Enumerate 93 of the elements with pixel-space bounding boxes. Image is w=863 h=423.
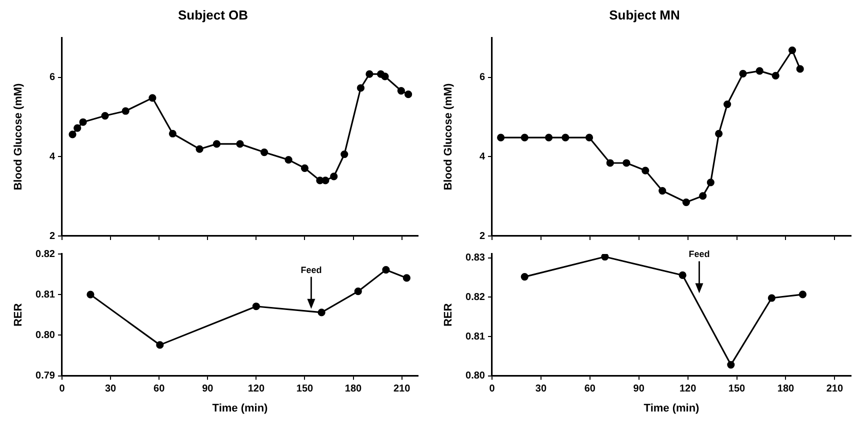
point — [727, 361, 735, 369]
y-tick-label: 0.79 — [36, 370, 56, 382]
y-tick-label: 0.81 — [36, 289, 56, 300]
y-axis-title: Blood Glucose (mM) — [12, 82, 25, 190]
point — [706, 178, 714, 186]
y-tick-label: 0.80 — [36, 330, 56, 341]
chart-title: Subject MN — [609, 7, 680, 22]
x-tick-label: 210 — [826, 384, 844, 395]
point — [724, 100, 732, 108]
point — [86, 290, 94, 298]
y-axis-title: Blood Glucose (mM) — [442, 82, 455, 190]
y-tick-label: 4 — [49, 151, 56, 162]
y-tick-label: 4 — [479, 151, 486, 162]
point — [381, 72, 389, 80]
point — [148, 94, 156, 102]
point — [168, 130, 176, 138]
point — [330, 172, 338, 180]
x-tick-label: 150 — [296, 384, 314, 395]
point — [788, 46, 796, 54]
point — [562, 134, 570, 142]
x-tick-label: 30 — [535, 384, 547, 395]
x-tick-label: 120 — [679, 384, 697, 395]
point — [699, 192, 707, 200]
point — [678, 271, 686, 280]
x-tick-label: 60 — [154, 384, 166, 395]
x-axis-title: Time (min) — [212, 402, 268, 414]
point — [68, 130, 76, 138]
point — [772, 72, 780, 80]
point — [402, 274, 410, 282]
x-tick-label: 0 — [59, 384, 66, 395]
annotation: Feed — [300, 264, 322, 275]
point — [497, 134, 505, 142]
point — [544, 134, 553, 142]
x-tick-label: 180 — [777, 384, 795, 395]
point — [658, 186, 666, 195]
point — [284, 156, 292, 164]
point — [715, 130, 723, 138]
x-tick-label: 90 — [202, 384, 214, 395]
point — [682, 198, 690, 206]
x-tick-label: 150 — [728, 384, 746, 395]
point — [356, 84, 365, 92]
point — [606, 159, 614, 167]
point — [739, 70, 747, 78]
point — [768, 294, 776, 302]
point — [212, 140, 220, 148]
point — [756, 67, 764, 75]
point — [156, 341, 164, 349]
x-axis-title: Time (min) — [644, 402, 700, 414]
point — [798, 290, 806, 298]
x-tick-label: 90 — [633, 384, 645, 395]
y-tick-label: 0.81 — [466, 331, 486, 342]
point — [318, 308, 326, 316]
y-tick-label: 0.80 — [466, 370, 486, 382]
point — [252, 302, 260, 310]
y-tick-label: 0.82 — [36, 248, 56, 260]
y-tick-label: 6 — [479, 72, 486, 84]
x-tick-label: 60 — [584, 384, 596, 395]
x-tick-label: 180 — [344, 384, 362, 395]
y-axis-title: RER — [12, 303, 25, 327]
point — [382, 266, 390, 274]
chart-title: Subject OB — [178, 7, 248, 22]
point — [520, 134, 528, 142]
point — [79, 118, 87, 126]
point — [300, 164, 309, 172]
point — [340, 150, 348, 158]
point — [601, 254, 609, 261]
y-tick-label: 6 — [49, 72, 56, 84]
x-tick-label: 210 — [393, 384, 411, 395]
x-tick-label: 120 — [248, 384, 265, 395]
y-tick-label: 2 — [49, 230, 56, 242]
point — [404, 90, 412, 98]
point — [796, 65, 804, 73]
point — [236, 140, 244, 148]
annotation: Feed — [688, 249, 710, 260]
point — [74, 124, 82, 132]
point — [585, 134, 594, 142]
point — [322, 176, 330, 184]
point — [260, 148, 268, 156]
x-tick-label: 0 — [489, 384, 496, 395]
y-tick-label: 0.83 — [466, 252, 486, 264]
point — [642, 166, 650, 174]
point — [196, 145, 204, 153]
point — [366, 70, 374, 78]
point — [354, 288, 362, 296]
x-tick-label: 30 — [104, 384, 117, 395]
point — [622, 159, 630, 167]
point — [520, 272, 528, 281]
y-tick-label: 0.82 — [466, 292, 486, 303]
y-tick-label: 2 — [479, 230, 486, 242]
point — [101, 112, 109, 120]
point — [122, 107, 130, 115]
y-axis-title: RER — [442, 303, 455, 327]
point — [397, 86, 405, 95]
